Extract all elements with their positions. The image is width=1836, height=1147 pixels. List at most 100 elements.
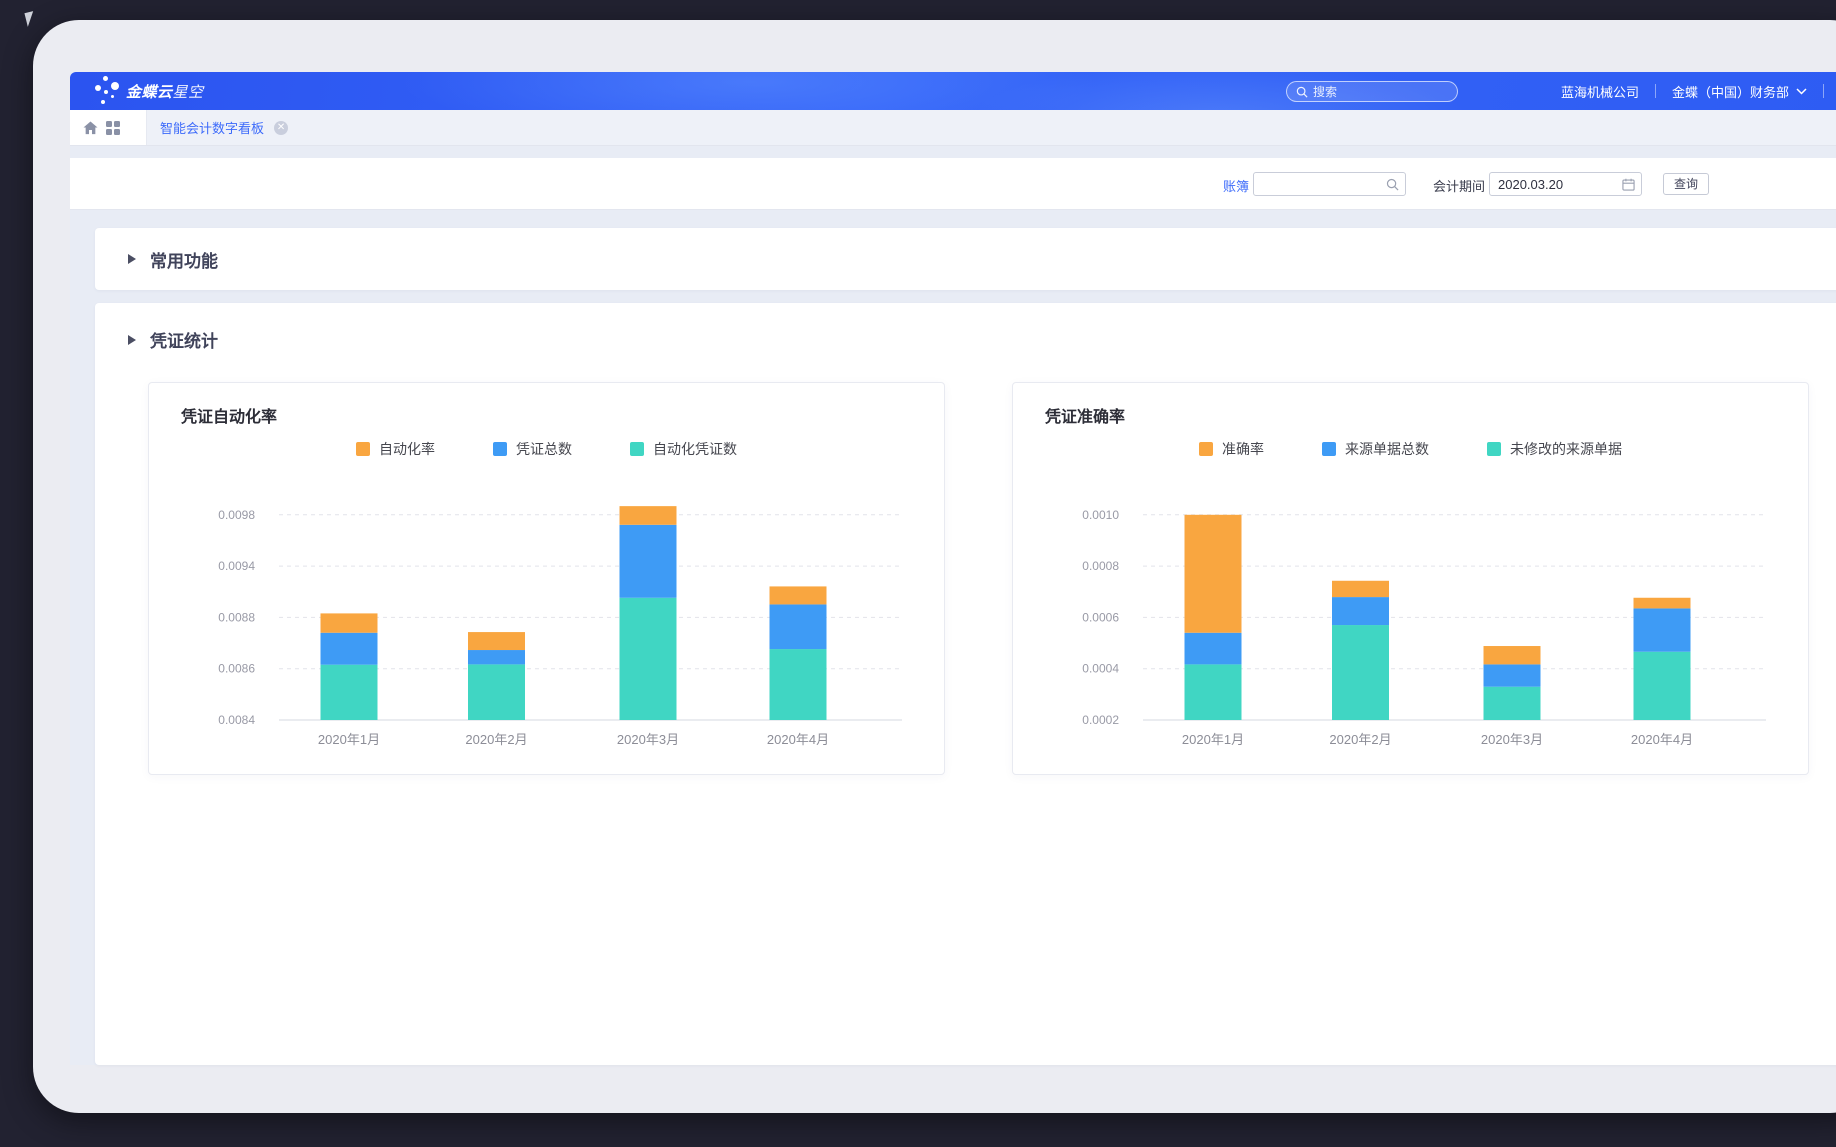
bar-segment-teal[interactable] bbox=[1332, 625, 1389, 720]
y-tick-label: 0.0086 bbox=[218, 662, 255, 676]
bar-segment-teal[interactable] bbox=[468, 664, 525, 720]
header-decoration bbox=[970, 72, 1470, 110]
tab-bar-icon-segment bbox=[70, 110, 147, 145]
bar-segment-orange[interactable] bbox=[1184, 514, 1242, 633]
legend-item[interactable]: 未修改的来源单据 bbox=[1487, 439, 1622, 459]
bar-segment-teal[interactable] bbox=[769, 649, 827, 720]
bar-segment-teal[interactable] bbox=[1633, 651, 1691, 720]
bar-segment-blue[interactable] bbox=[1483, 664, 1541, 687]
y-tick-label: 0.0006 bbox=[1082, 610, 1119, 624]
app-logo[interactable]: 金蝶云星空 bbox=[94, 72, 204, 110]
y-tick-label: 0.0004 bbox=[1082, 662, 1119, 676]
accounting-period-label: 会计期间 bbox=[1433, 179, 1486, 194]
bar-segment-blue[interactable] bbox=[1633, 608, 1691, 652]
bar-chart-automation-rate: 0.0084 0.0086 0.0088 0.0094 0.0098 2020年1月 202… bbox=[218, 506, 902, 747]
accounting-period-input[interactable]: 2020.03.20 bbox=[1489, 172, 1642, 196]
legend-swatch-teal bbox=[630, 442, 644, 456]
legend-item[interactable]: 来源单据总数 bbox=[1322, 439, 1429, 459]
calendar-icon[interactable] bbox=[1622, 178, 1635, 191]
bar-segment-teal[interactable] bbox=[320, 664, 378, 720]
bar-chart-accuracy-rate: 0.0002 0.0004 0.0006 0.0008 0.0010 2020年1月 202… bbox=[1082, 508, 1766, 747]
bar-segment-orange[interactable] bbox=[468, 632, 525, 651]
home-icon[interactable] bbox=[83, 120, 98, 135]
lookup-search-icon[interactable] bbox=[1386, 178, 1399, 191]
bar-segment-blue[interactable] bbox=[1184, 632, 1242, 665]
account-book-label: 账簿 bbox=[1223, 179, 1250, 194]
bar-segment-orange[interactable] bbox=[769, 586, 827, 605]
legend-item[interactable]: 自动化凭证数 bbox=[630, 439, 737, 459]
x-category-label: 2020年4月 bbox=[767, 732, 829, 747]
header-decoration bbox=[400, 72, 1100, 110]
bar-segment-teal[interactable] bbox=[1184, 664, 1242, 720]
bar-segment-teal[interactable] bbox=[1483, 686, 1541, 720]
org-name: 金蝶（中国）财务部 bbox=[1671, 84, 1789, 100]
tab-close-icon[interactable]: ✕ bbox=[274, 120, 289, 135]
legend-label: 未修改的来源单据 bbox=[1510, 441, 1622, 457]
app-window: 金蝶云星空 搜索 蓝海机械公司 金蝶（中国）财务部 ? bbox=[33, 20, 1836, 1113]
legend-swatch-teal bbox=[1487, 442, 1501, 456]
bar-segment-orange[interactable] bbox=[619, 506, 677, 525]
chart-title: 凭证准确率 bbox=[1045, 409, 1126, 426]
x-category-label: 2020年4月 bbox=[1631, 732, 1693, 747]
dashboard-content: 常用功能 凭证统计 凭证自动化率 自动化率 凭证总数 自动化凭证数 0.0084 0.… bbox=[70, 210, 1836, 1065]
company-name[interactable]: 蓝海机械公司 bbox=[1560, 84, 1639, 100]
legend-swatch-blue bbox=[493, 442, 507, 456]
x-category-label: 2020年3月 bbox=[1481, 732, 1543, 747]
y-tick-label: 0.0088 bbox=[218, 610, 255, 624]
global-search-input[interactable]: 搜索 bbox=[1286, 81, 1458, 102]
divider bbox=[1654, 84, 1656, 98]
bar-segment-orange[interactable] bbox=[1633, 597, 1691, 609]
legend-item[interactable]: 准确率 bbox=[1199, 439, 1264, 459]
chevron-down-icon bbox=[1796, 87, 1807, 95]
y-tick-label: 0.0084 bbox=[218, 713, 255, 727]
tab-smart-accounting-dashboard[interactable]: 智能会计数字看板 ✕ bbox=[160, 110, 289, 145]
legend-item[interactable]: 凭证总数 bbox=[493, 439, 572, 459]
chart-card-accuracy-rate: 凭证准确率 准确率 来源单据总数 未修改的来源单据 0.0002 0.0004 0.00… bbox=[1012, 382, 1809, 775]
bar-segment-blue[interactable] bbox=[320, 632, 378, 665]
y-tick-label: 0.0094 bbox=[218, 559, 255, 573]
search-placeholder: 搜索 bbox=[1313, 85, 1338, 99]
bar-segment-blue[interactable] bbox=[619, 524, 677, 598]
legend-item[interactable]: 自动化率 bbox=[356, 439, 435, 459]
spacer bbox=[70, 146, 1836, 158]
apps-grid-icon[interactable] bbox=[106, 120, 120, 135]
bar-segment-orange[interactable] bbox=[1332, 580, 1389, 598]
tab-label: 智能会计数字看板 bbox=[160, 121, 265, 136]
account-book-input[interactable] bbox=[1253, 172, 1406, 196]
y-tick-label: 0.0010 bbox=[1082, 508, 1119, 522]
bar-segment-blue[interactable] bbox=[468, 650, 525, 665]
bar-segment-blue[interactable] bbox=[769, 604, 827, 650]
legend-label: 准确率 bbox=[1222, 441, 1264, 457]
caret-right-icon[interactable] bbox=[128, 254, 136, 264]
bar-segment-teal[interactable] bbox=[619, 597, 677, 720]
chart-title: 凭证自动化率 bbox=[181, 409, 278, 426]
accounting-period-value: 2020.03.20 bbox=[1498, 176, 1564, 192]
section-common-functions[interactable]: 常用功能 bbox=[95, 228, 1836, 290]
section-title: 常用功能 bbox=[150, 251, 218, 271]
x-category-label: 2020年2月 bbox=[465, 732, 527, 747]
org-switcher[interactable]: 金蝶（中国）财务部 bbox=[1672, 82, 1807, 101]
bar-segment-orange[interactable] bbox=[320, 613, 378, 633]
brand-suffix: 星空 bbox=[172, 83, 204, 101]
app-frame: 金蝶云星空 搜索 蓝海机械公司 金蝶（中国）财务部 ? bbox=[70, 72, 1836, 1065]
tab-bar: 智能会计数字看板 ✕ bbox=[70, 110, 1836, 146]
legend-label: 来源单据总数 bbox=[1345, 441, 1429, 457]
bar-segment-blue[interactable] bbox=[1332, 597, 1389, 626]
top-navigation-bar: 金蝶云星空 搜索 蓝海机械公司 金蝶（中国）财务部 ? bbox=[70, 72, 1836, 110]
chart-legend: 准确率 来源单据总数 未修改的来源单据 bbox=[1013, 439, 1808, 459]
x-category-label: 2020年1月 bbox=[1182, 732, 1244, 747]
legend-label: 凭证总数 bbox=[516, 441, 572, 457]
bar-segment-orange[interactable] bbox=[1483, 646, 1541, 665]
chart-card-automation-rate: 凭证自动化率 自动化率 凭证总数 自动化凭证数 0.0084 0.0086 0.0088… bbox=[148, 382, 945, 775]
legend-label: 自动化率 bbox=[379, 441, 435, 457]
query-button[interactable]: 查询 bbox=[1663, 173, 1709, 195]
caret-right-icon[interactable] bbox=[128, 334, 136, 345]
filter-toolbar: 账簿 会计期间 2020.03.20 bbox=[70, 158, 1836, 210]
divider bbox=[1823, 84, 1824, 98]
x-category-label: 2020年1月 bbox=[318, 732, 380, 747]
chart-legend: 自动化率 凭证总数 自动化凭证数 bbox=[149, 439, 944, 459]
legend-swatch-blue bbox=[1322, 442, 1336, 456]
section-title: 凭证统计 bbox=[150, 332, 218, 351]
y-tick-label: 0.0098 bbox=[218, 508, 255, 522]
y-tick-label: 0.0002 bbox=[1082, 713, 1119, 727]
